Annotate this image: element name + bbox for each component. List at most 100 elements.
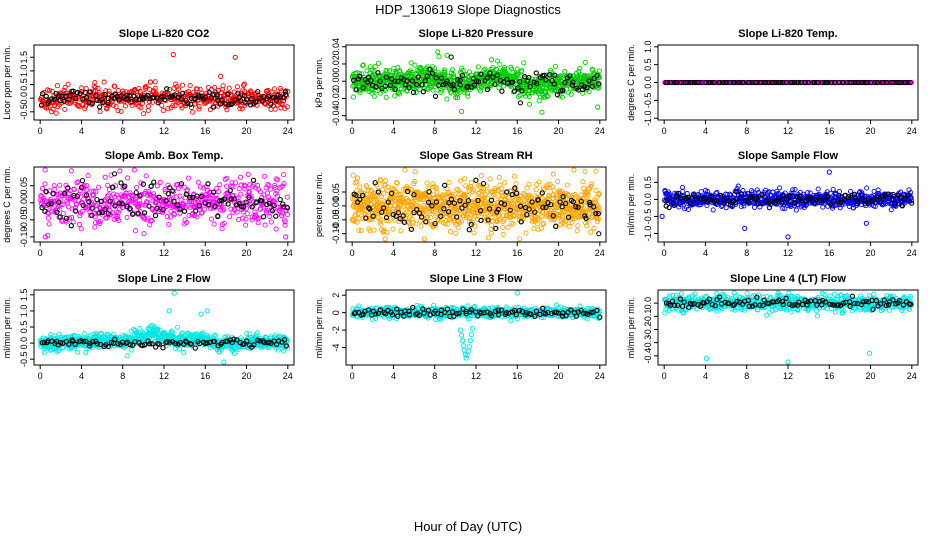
- data-point: [237, 174, 244, 180]
- data-point: [484, 86, 491, 93]
- data-point: [595, 81, 601, 88]
- data-point: [475, 64, 481, 70]
- data-point: [211, 84, 218, 90]
- data-point: [559, 94, 565, 100]
- data-point: [87, 89, 93, 95]
- x-tick-label: 12: [471, 126, 481, 136]
- data-point: [569, 82, 576, 88]
- data-point: [78, 226, 84, 232]
- data-point: [360, 85, 366, 91]
- data-point: [427, 66, 433, 72]
- data-point: [277, 93, 284, 100]
- outlier-point: [485, 235, 491, 241]
- data-point: [239, 106, 245, 112]
- data-point: [490, 74, 496, 80]
- data-point: [170, 103, 176, 109]
- data-point: [515, 71, 521, 77]
- data-point: [482, 66, 488, 72]
- data-point: [68, 223, 74, 229]
- data-point: [59, 93, 65, 99]
- data-point: [551, 81, 557, 87]
- y-tick-label: -0.04: [331, 105, 341, 126]
- data-point: [509, 79, 516, 85]
- data-point: [273, 213, 279, 219]
- data-point: [113, 104, 119, 110]
- data-point: [106, 88, 112, 94]
- y-axis-label: ml/min per min.: [626, 174, 636, 236]
- data-point: [383, 74, 390, 80]
- data-point: [129, 99, 135, 105]
- data-point: [559, 87, 566, 94]
- data-point: [89, 100, 96, 106]
- x-tick-label: 4: [79, 126, 84, 136]
- x-tick-label: 12: [159, 248, 169, 258]
- data-point: [417, 86, 423, 92]
- data-point: [234, 84, 240, 90]
- data-point: [152, 85, 158, 91]
- y-axis-label: ml/min per min.: [2, 297, 12, 359]
- data-point: [118, 180, 124, 186]
- data-point: [104, 105, 110, 111]
- data-point: [392, 86, 398, 92]
- data-point: [73, 97, 79, 103]
- data-point: [371, 93, 377, 100]
- data-point: [478, 71, 484, 77]
- data-point: [526, 94, 532, 100]
- data-point: [444, 78, 450, 84]
- data-point: [83, 85, 89, 92]
- outlier-point: [79, 178, 86, 184]
- data-point: [267, 213, 273, 219]
- x-tick-label: 24: [283, 126, 293, 136]
- data-point: [157, 179, 163, 185]
- outlier-point: [488, 57, 495, 63]
- data-point: [196, 103, 202, 110]
- data-point: [194, 86, 200, 92]
- data-point: [384, 68, 390, 74]
- data-point: [581, 84, 587, 90]
- data-point: [158, 94, 165, 100]
- data-point: [49, 96, 55, 102]
- data-point: [431, 66, 438, 72]
- data-point: [383, 177, 389, 184]
- data-point: [83, 95, 90, 101]
- data-point: [207, 107, 213, 113]
- data-point: [446, 179, 452, 186]
- panel-title: Slope Line 2 Flow: [118, 273, 211, 285]
- x-tick-label: 0: [350, 248, 355, 258]
- y-tick-label: -1.0: [643, 110, 653, 126]
- data-point: [513, 181, 519, 187]
- outlier-point: [218, 73, 224, 80]
- x-tick-label: 8: [432, 126, 437, 136]
- data-point: [268, 186, 274, 192]
- data-point: [46, 88, 53, 94]
- x-tick-label: 0: [662, 248, 667, 258]
- data-point: [527, 84, 533, 90]
- y-tick-label: -0.05: [19, 210, 29, 231]
- data-point: [406, 85, 412, 91]
- data-point: [569, 219, 575, 225]
- data-point: [582, 59, 588, 65]
- data-point: [146, 103, 152, 109]
- data-points: [37, 51, 291, 117]
- data-point: [205, 84, 211, 90]
- data-point: [442, 69, 448, 76]
- data-point: [241, 82, 247, 88]
- data-point: [543, 84, 549, 91]
- data-point: [241, 81, 247, 87]
- data-point: [455, 225, 461, 231]
- data-point: [151, 94, 157, 101]
- data-point: [373, 84, 379, 90]
- data-point: [133, 228, 139, 234]
- data-point: [139, 97, 145, 103]
- data-point: [494, 67, 500, 73]
- data-point: [355, 76, 362, 82]
- data-point: [589, 83, 595, 89]
- data-point: [481, 83, 487, 89]
- data-point: [387, 82, 393, 89]
- data-point: [436, 82, 442, 88]
- data-point: [272, 106, 278, 112]
- data-point: [259, 98, 265, 104]
- data-point: [415, 74, 421, 80]
